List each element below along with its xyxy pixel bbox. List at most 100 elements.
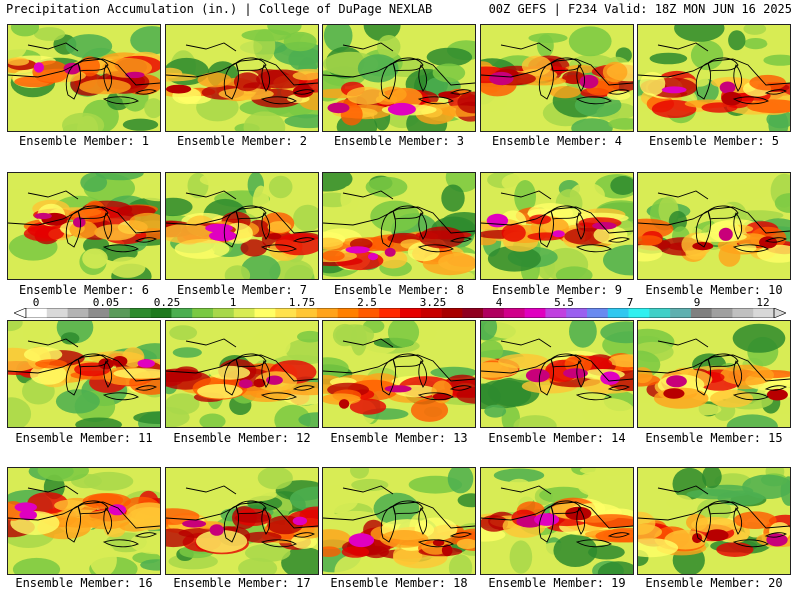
ensemble-map-panel [165, 24, 319, 132]
colorbar-tick-label: 12 [756, 296, 770, 309]
ensemble-member-label: Ensemble Member: 5 [648, 134, 780, 148]
ensemble-member-label: Ensemble Member: 18 [330, 576, 468, 590]
colorbar-swatch [254, 308, 276, 318]
colorbar-tick-label: 0.25 [153, 296, 181, 309]
precip-field-map [638, 25, 790, 131]
ensemble-member-label: Ensemble Member: 13 [330, 431, 468, 445]
colorbar-swatch [275, 308, 297, 318]
colorbar-swatch [503, 308, 525, 318]
ensemble-member-label: Ensemble Member: 11 [15, 431, 153, 445]
colorbar-swatch [524, 308, 546, 318]
ensemble-map-panel [322, 320, 476, 428]
ensemble-member-label: Ensemble Member: 8 [333, 283, 465, 297]
colorbar-swatch [171, 308, 193, 318]
colorbar-tick-label: 0.05 [92, 296, 120, 309]
ensemble-map-panel [322, 467, 476, 575]
colorbar-swatch [441, 308, 463, 318]
colorbar-swatch [88, 308, 110, 318]
ensemble-map-panel [165, 172, 319, 280]
ensemble-map-panel [637, 467, 791, 575]
precip-field-map [166, 173, 318, 279]
ensemble-member-label: Ensemble Member: 19 [488, 576, 626, 590]
colorbar-swatch [670, 308, 692, 318]
ensemble-member-label: Ensemble Member: 7 [176, 283, 308, 297]
colorbar-tick-label: 9 [693, 296, 701, 309]
ensemble-member-label: Ensemble Member: 10 [645, 283, 783, 297]
colorbar-swatch [192, 308, 214, 318]
ensemble-map-panel [480, 320, 634, 428]
precip-field-map [481, 25, 633, 131]
precip-field-map [638, 468, 790, 574]
precip-field-map [8, 468, 160, 574]
ensemble-map-panel [165, 467, 319, 575]
ensemble-map-panel [322, 24, 476, 132]
ensemble-map-panel [165, 320, 319, 428]
colorbar-swatch [129, 308, 151, 318]
ensemble-map-panel [480, 24, 634, 132]
colorbar-swatch [753, 308, 775, 318]
ensemble-map-panel [637, 172, 791, 280]
ensemble-member-label: Ensemble Member: 14 [488, 431, 626, 445]
colorbar-swatch [296, 308, 318, 318]
colorbar-swatch [233, 308, 255, 318]
precip-field-map [323, 173, 475, 279]
ensemble-map-panel [7, 467, 161, 575]
precip-field-map [166, 25, 318, 131]
precip-field-map [8, 321, 160, 427]
colorbar-swatch [46, 308, 68, 318]
precip-field-map [323, 468, 475, 574]
ensemble-map-panel [480, 172, 634, 280]
colorbar-tick-label: 2.5 [357, 296, 377, 309]
ensemble-map-panel [322, 172, 476, 280]
colorbar-min-arrow [14, 308, 27, 318]
run-valid-time: 00Z GEFS | F234 Valid: 18Z MON JUN 16 20… [488, 2, 792, 16]
ensemble-member-label: Ensemble Member: 20 [645, 576, 783, 590]
precip-colorbar [14, 308, 786, 318]
colorbar-swatch [587, 308, 609, 318]
ensemble-member-label: Ensemble Member: 3 [333, 134, 465, 148]
ensemble-member-label: Ensemble Member: 6 [18, 283, 150, 297]
colorbar-swatch [26, 308, 48, 318]
colorbar-swatch [566, 308, 588, 318]
colorbar-swatch [400, 308, 422, 318]
precip-field-map [166, 468, 318, 574]
colorbar-swatch [711, 308, 733, 318]
colorbar-swatch [67, 308, 89, 318]
ensemble-member-label: Ensemble Member: 12 [173, 431, 311, 445]
ensemble-member-label: Ensemble Member: 1 [18, 134, 150, 148]
colorbar-swatch [109, 308, 131, 318]
colorbar-swatch [462, 308, 484, 318]
colorbar-tick-label: 0 [32, 296, 40, 309]
ensemble-map-panel [7, 24, 161, 132]
colorbar-tick-label: 7 [626, 296, 634, 309]
colorbar-swatch [483, 308, 505, 318]
colorbar-swatch [732, 308, 754, 318]
colorbar-swatch [628, 308, 650, 318]
ensemble-member-label: Ensemble Member: 4 [491, 134, 623, 148]
ensemble-member-label: Ensemble Member: 9 [491, 283, 623, 297]
chart-title: Precipitation Accumulation (in.) | Colle… [6, 2, 433, 16]
precip-field-map [166, 321, 318, 427]
ensemble-map-panel [637, 24, 791, 132]
colorbar-swatch [379, 308, 401, 318]
precip-field-map [481, 468, 633, 574]
ensemble-map-panel [637, 320, 791, 428]
ensemble-member-label: Ensemble Member: 15 [645, 431, 783, 445]
colorbar-swatch [649, 308, 671, 318]
precip-field-map [8, 173, 160, 279]
colorbar-tick-label: 3.25 [419, 296, 447, 309]
colorbar-swatch [420, 308, 442, 318]
ensemble-member-label: Ensemble Member: 16 [15, 576, 153, 590]
precip-field-map [481, 173, 633, 279]
colorbar-swatch [545, 308, 567, 318]
colorbar-swatch [150, 308, 172, 318]
colorbar-swatch [316, 308, 338, 318]
precip-field-map [481, 321, 633, 427]
colorbar-tick-label: 4 [495, 296, 503, 309]
colorbar-tick-label: 5.5 [554, 296, 574, 309]
colorbar-tick-label: 1.75 [288, 296, 316, 309]
precip-field-map [323, 321, 475, 427]
precip-field-map [638, 321, 790, 427]
precip-field-map [638, 173, 790, 279]
colorbar-swatch [690, 308, 712, 318]
